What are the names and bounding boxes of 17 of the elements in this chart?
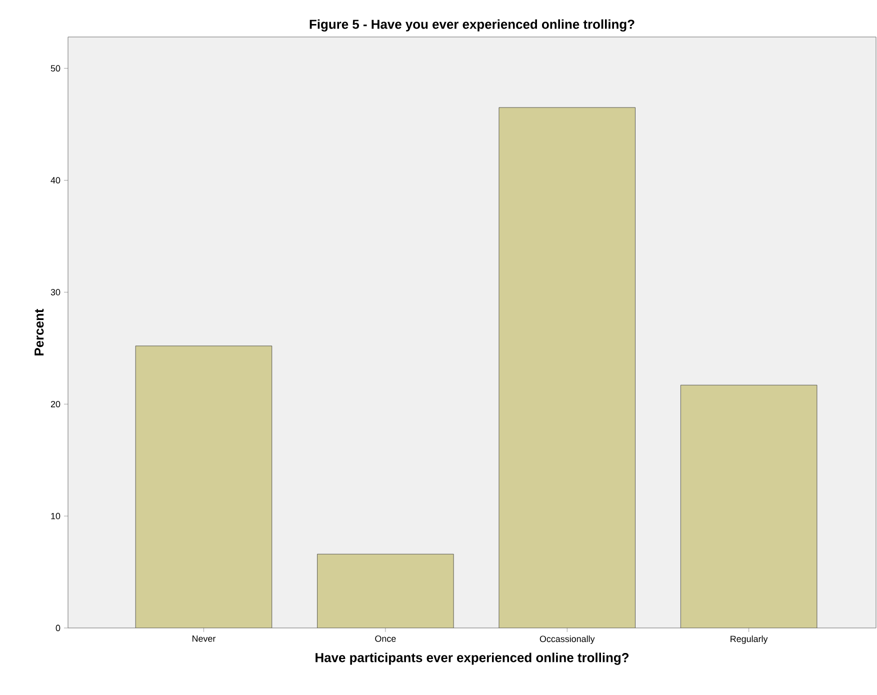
x-tick-label: Once	[375, 636, 396, 642]
y-tick-label: 30	[50, 289, 60, 296]
y-axis-title: Percent	[34, 308, 44, 356]
y-tick-label: 20	[50, 400, 60, 408]
y-tick-label: 40	[50, 177, 60, 184]
bar	[317, 554, 454, 628]
y-tick-label: 10	[51, 512, 60, 520]
y-tick-label: 0	[56, 624, 60, 632]
x-tick-label: Regularly	[730, 636, 768, 644]
x-tick-label: Never	[192, 636, 216, 642]
bar	[498, 107, 636, 628]
y-tick-label: 50	[50, 65, 60, 72]
bar	[136, 346, 272, 628]
x-tick-label: Occassionally	[540, 636, 595, 644]
bar	[680, 384, 818, 628]
chart-title: Figure 5 - Have you ever experienced online trolling?	[310, 19, 634, 32]
x-axis-title: Have participants ever experienced online trolling?	[316, 652, 629, 665]
